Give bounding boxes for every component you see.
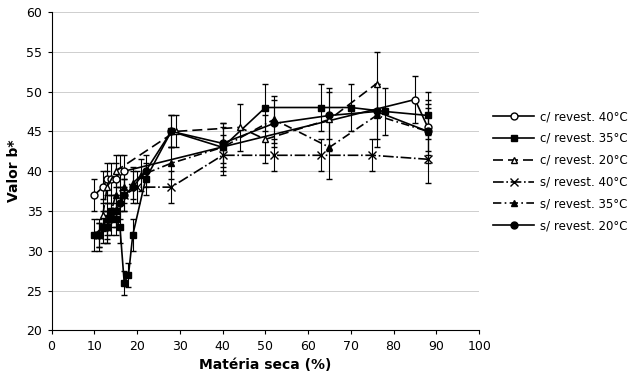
Y-axis label: Valor b*: Valor b* bbox=[7, 140, 21, 202]
Legend: c/ revest. 40°C, c/ revest. 35°C, c/ revest. 20°C, s/ revest. 40°C, s/ revest. 3: c/ revest. 40°C, c/ revest. 35°C, c/ rev… bbox=[489, 106, 631, 236]
X-axis label: Matéria seca (%): Matéria seca (%) bbox=[199, 358, 332, 372]
